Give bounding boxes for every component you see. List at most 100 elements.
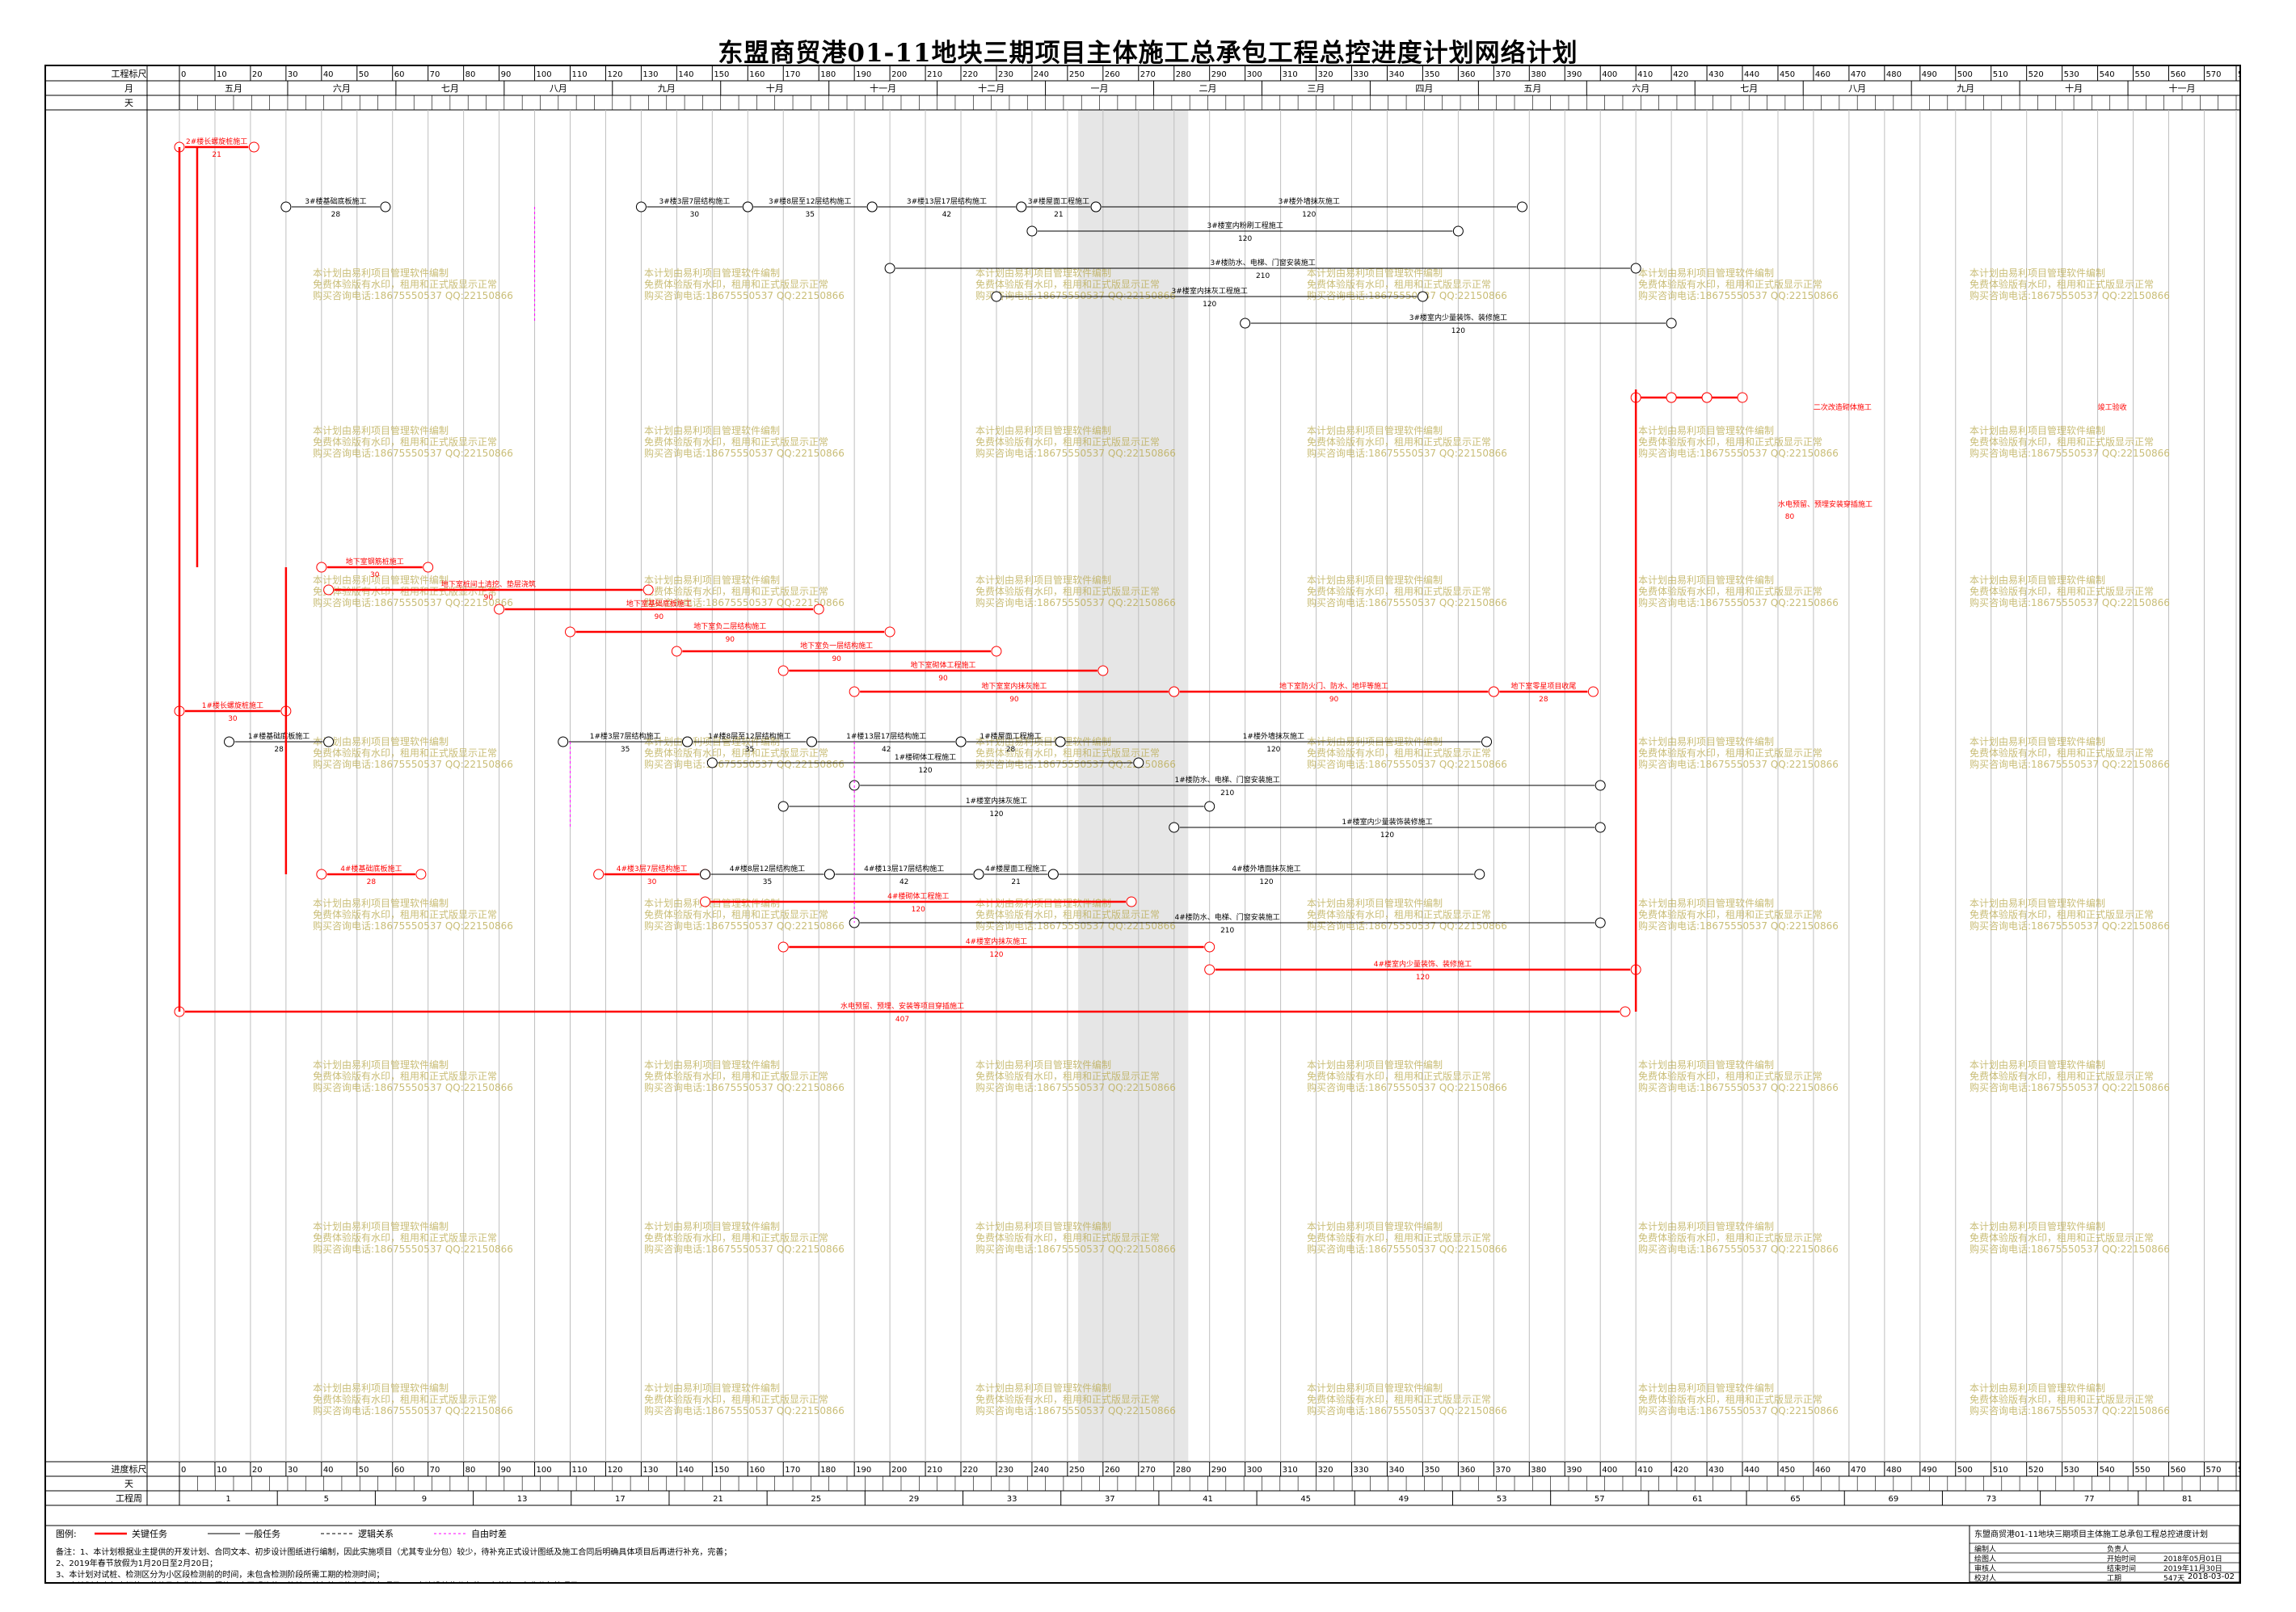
watermark-text: 免费体验版有水印，租用和正式版显示正常 <box>644 747 828 759</box>
task-duration: 120 <box>1238 235 1252 243</box>
event-node <box>1016 201 1027 213</box>
event-node <box>1517 201 1528 213</box>
task-duration: 210 <box>1256 272 1270 280</box>
task-label: 4#楼3层7层结构施工 <box>617 864 688 873</box>
scale-tick-label: 310 <box>1283 70 1298 79</box>
scale-tick-label: 150 <box>714 70 729 79</box>
task-label: 1#楼3层7层结构施工 <box>590 731 661 741</box>
info-key: 工期 <box>2107 1574 2121 1582</box>
watermark-text: 本计划由易利项目管理软件编制 <box>1638 1382 1774 1394</box>
week-label: 9 <box>422 1495 427 1504</box>
task-label: 3#楼防水、电梯、门窗安装施工 <box>1210 258 1315 267</box>
task-label: 3#楼13层17层结构施工 <box>907 196 987 206</box>
watermark-text: 免费体验版有水印，租用和正式版显示正常 <box>1307 1070 1491 1082</box>
scale-tick-label: 230 <box>998 1466 1013 1475</box>
task-duration: 120 <box>1259 878 1273 886</box>
scale-tick-label: 390 <box>1566 1466 1582 1475</box>
scale-tick-label: 440 <box>1744 70 1759 79</box>
scale-tick-label: 250 <box>1069 70 1085 79</box>
event-node <box>682 736 693 747</box>
info-key: 校对人 <box>1974 1573 1996 1582</box>
watermark-text: 购买咨询电话:18675550537 QQ:22150866 <box>313 758 513 770</box>
watermark-text: 购买咨询电话:18675550537 QQ:22150866 <box>1970 596 2170 608</box>
week-label: 41 <box>1203 1495 1213 1504</box>
event-node <box>316 869 327 880</box>
scale-tick-label: 140 <box>678 1466 693 1475</box>
event-node <box>635 201 647 213</box>
watermark-text: 免费体验版有水印，租用和正式版显示正常 <box>1970 908 2154 920</box>
watermark-text: 免费体验版有水印，租用和正式版显示正常 <box>1970 436 2154 448</box>
watermark-text: 购买咨询电话:18675550537 QQ:22150866 <box>1638 596 1839 608</box>
event-node <box>806 736 817 747</box>
watermark-text: 免费体验版有水印，租用和正式版显示正常 <box>1970 585 2154 597</box>
event-node <box>1055 736 1066 747</box>
watermark-text: 购买咨询电话:18675550537 QQ:22150866 <box>975 758 1176 770</box>
scale-tick-label: 110 <box>572 1466 588 1475</box>
week-label: 21 <box>713 1495 723 1504</box>
task-duration: 80 <box>1785 513 1795 521</box>
watermark-text: 免费体验版有水印，租用和正式版显示正常 <box>1307 585 1491 597</box>
watermark-text: 本计划由易利项目管理软件编制 <box>644 1382 780 1394</box>
scale-tick-label: 150 <box>714 1466 729 1475</box>
watermark-text: 购买咨询电话:18675550537 QQ:22150866 <box>975 289 1176 301</box>
watermark-text: 购买咨询电话:18675550537 QQ:22150866 <box>1638 920 1839 932</box>
watermark-text: 本计划由易利项目管理软件编制 <box>1970 424 2105 436</box>
scale-tick-label: 30 <box>288 70 298 79</box>
event-node <box>700 869 711 880</box>
event-node <box>565 626 576 638</box>
watermark-text: 本计划由易利项目管理软件编制 <box>313 735 449 747</box>
task-label: 水电预留、预埋、安装等项目穿插施工 <box>840 1001 964 1011</box>
week-label: 45 <box>1300 1495 1311 1504</box>
task-label: 地下室负二层结构施工 <box>693 621 766 631</box>
event-node <box>593 869 605 880</box>
scale-tick-label: 300 <box>1247 1466 1262 1475</box>
scale-tick-label: 290 <box>1211 1466 1227 1475</box>
scale-tick-label: 480 <box>1886 1466 1902 1475</box>
event-node <box>1595 917 1606 928</box>
task-duration: 28 <box>367 878 377 886</box>
task-label: 1#楼室内抹灰施工 <box>966 796 1027 806</box>
event-node <box>1169 822 1180 833</box>
scale-tick-label: 260 <box>1105 70 1120 79</box>
scale-tick-label: 80 <box>466 1466 476 1475</box>
event-node <box>991 291 1002 302</box>
scale-tick-label: 0 <box>181 70 186 79</box>
task-label: 地下室防火门、防水、地坪等施工 <box>1279 681 1388 691</box>
scale-tick-label: 120 <box>607 70 622 79</box>
scale-tick-label: 340 <box>1388 1466 1404 1475</box>
event-node <box>316 562 327 573</box>
scale-tick-label: 390 <box>1566 70 1582 79</box>
event-node <box>1047 869 1059 880</box>
scale-tick-label: 240 <box>1034 1466 1049 1475</box>
watermark-text: 免费体验版有水印，租用和正式版显示正常 <box>1307 908 1491 920</box>
watermark-text: 免费体验版有水印，租用和正式版显示正常 <box>975 585 1160 597</box>
watermark-text: 免费体验版有水印，租用和正式版显示正常 <box>1638 1070 1822 1082</box>
watermark-text: 本计划由易利项目管理软件编制 <box>1970 1382 2105 1394</box>
scale-tick-label: 470 <box>1851 1466 1866 1475</box>
task-label: 1#楼屋面工程施工 <box>979 731 1041 741</box>
watermark-text: 购买咨询电话:18675550537 QQ:22150866 <box>313 289 513 301</box>
scale-tick-label: 40 <box>323 1466 334 1475</box>
task-label: 地下室桩间土清挖、垫层浇筑 <box>441 579 536 589</box>
scale-tick-label: 510 <box>1993 1466 2008 1475</box>
task-label: 地下室砌体工程施工 <box>911 660 976 670</box>
watermark-text: 免费体验版有水印，租用和正式版显示正常 <box>1307 436 1491 448</box>
scale-tick-label: 270 <box>1140 1466 1156 1475</box>
task-label: 地下室钢筋桩施工 <box>346 557 404 566</box>
task-label: 二次改造砌体施工 <box>1814 402 1872 412</box>
scale-tick-label: 90 <box>501 70 512 79</box>
task-duration: 30 <box>228 715 238 723</box>
watermark-text: 免费体验版有水印，租用和正式版显示正常 <box>1970 1070 2154 1082</box>
month-label: 一月 <box>1091 83 1109 94</box>
watermark-text: 购买咨询电话:18675550537 QQ:22150866 <box>1970 758 2170 770</box>
watermark-text: 购买咨询电话:18675550537 QQ:22150866 <box>1638 1081 1839 1093</box>
scale-tick-label: 380 <box>1531 70 1546 79</box>
scale-tick-label: 400 <box>1602 70 1617 79</box>
task-label: 1#楼室内少量装饰装修施工 <box>1342 817 1432 827</box>
watermark-text: 本计划由易利项目管理软件编制 <box>644 424 780 436</box>
watermark-text: 本计划由易利项目管理软件编制 <box>1638 574 1774 586</box>
task-label: 1#楼砌体工程施工 <box>895 752 956 762</box>
month-label: 九月 <box>1957 83 1974 94</box>
task-label: 1#楼13层17层结构施工 <box>846 731 926 741</box>
event-node <box>558 736 569 747</box>
